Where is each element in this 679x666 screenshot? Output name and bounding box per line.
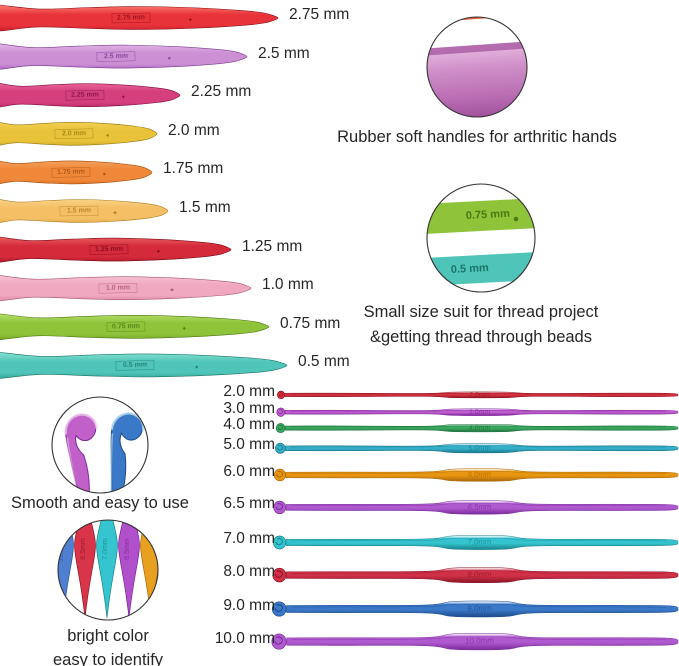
svg-text:7.0mm: 7.0mm [102, 538, 109, 560]
svg-text:0.5 mm: 0.5 mm [451, 262, 490, 276]
svg-text:5.0mm: 5.0mm [468, 443, 491, 453]
svg-text:3.0mm: 3.0mm [469, 409, 491, 417]
svg-text:8.0mm: 8.0mm [467, 570, 492, 580]
svg-text:6.0mm: 6.0mm [468, 469, 491, 479]
svg-text:7.0mm: 7.0mm [467, 537, 492, 547]
svg-text:10.0mm: 10.0mm [465, 636, 495, 646]
svg-text:9.0mm: 9.0mm [467, 603, 492, 613]
svg-text:2.0 mm: 2.0 mm [62, 130, 86, 138]
svg-text:1.5 mm: 1.5 mm [67, 207, 91, 215]
svg-text:1.0 mm: 1.0 mm [106, 284, 130, 292]
svg-text:2.0mm: 2.0mm [468, 391, 491, 399]
svg-text:2.75 mm: 2.75 mm [117, 14, 145, 22]
svg-text:1.25 mm: 1.25 mm [95, 246, 123, 254]
svg-text:6.5mm: 6.5mm [124, 538, 131, 560]
svg-text:0.75 mm: 0.75 mm [112, 323, 140, 331]
svg-text:1.75 mm: 1.75 mm [57, 169, 85, 177]
svg-text:6.5mm: 6.5mm [468, 502, 492, 512]
svg-text:0.5 mm: 0.5 mm [123, 362, 147, 370]
svg-text:8.5mm: 8.5mm [80, 538, 87, 560]
svg-text:2.5 mm: 2.5 mm [104, 53, 128, 61]
svg-text:0.75 mm: 0.75 mm [466, 208, 511, 222]
svg-text:4.0mm: 4.0mm [468, 424, 490, 433]
svg-text:2.25 mm: 2.25 mm [71, 91, 99, 99]
